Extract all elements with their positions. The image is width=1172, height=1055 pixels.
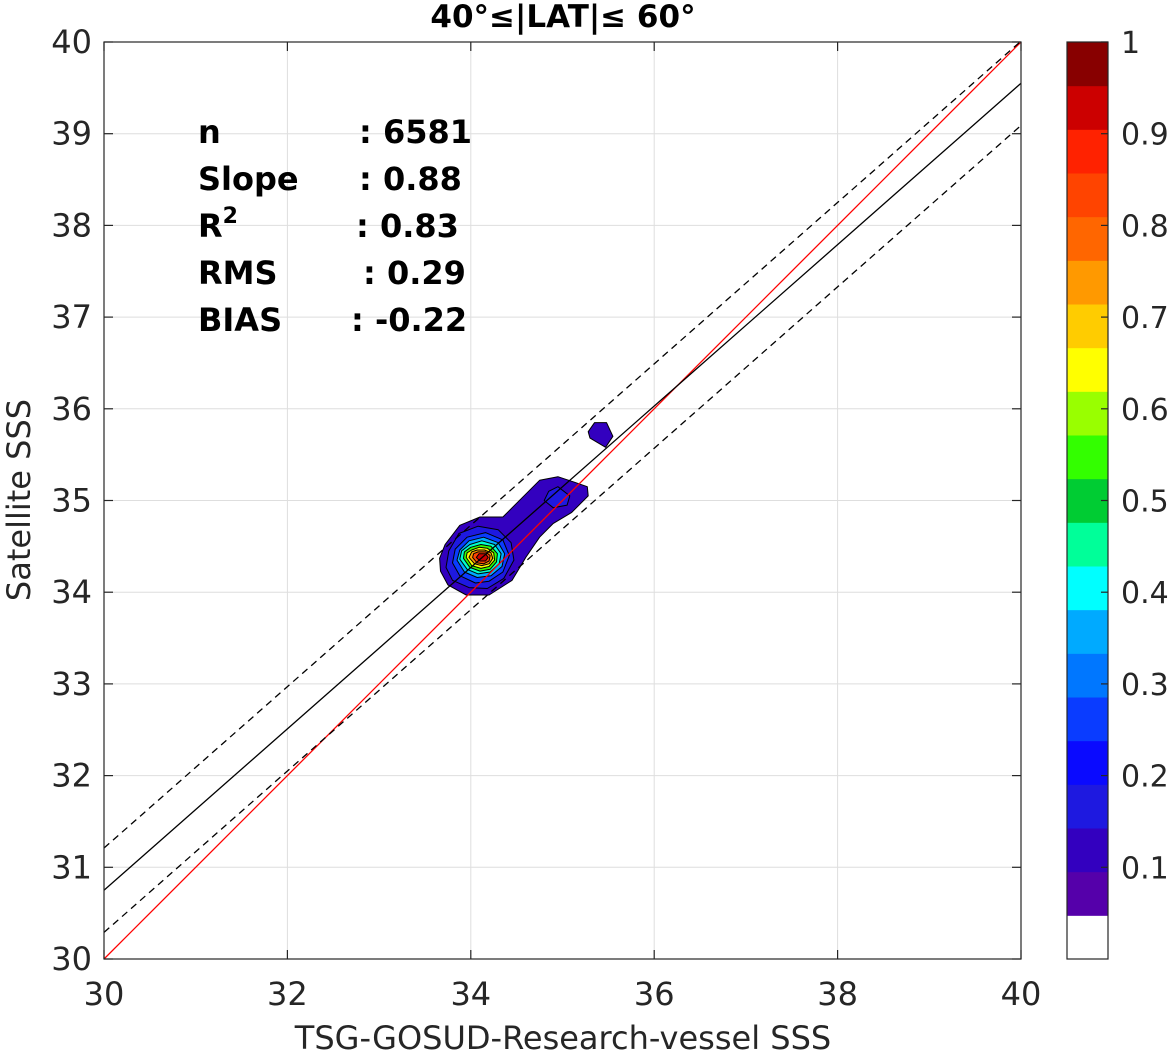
- colorbar-segment: [1067, 173, 1108, 218]
- colorbar-tick-label: 0.4: [1121, 576, 1169, 611]
- x-tick-label: 32: [267, 975, 308, 1013]
- colorbar-segment: [1067, 871, 1108, 916]
- y-tick-label: 36: [51, 390, 92, 428]
- colorbar-segment: [1067, 784, 1108, 829]
- x-tick-label: 40: [1001, 975, 1042, 1013]
- colorbar-tick-label: 0.6: [1121, 393, 1169, 428]
- stat-label: Slope: [198, 160, 299, 198]
- colorbar-segment: [1067, 216, 1108, 261]
- colorbar-tick-label: 0.1: [1121, 851, 1169, 886]
- statistics-box: n : 6581 Slope : 0.88 R2 : 0.83 RMS : 0.29 BIAS:…: [198, 113, 472, 339]
- colorbar-tick-label: 0.9: [1121, 118, 1169, 153]
- colorbar-segment: [1067, 42, 1108, 87]
- y-tick-label: 31: [51, 848, 92, 886]
- colorbar: 0.1 0.2 0.3 0.4 0.5 0.6 0.7 0.8 0.9 1: [1066, 26, 1169, 960]
- stat-value: : 0.88: [359, 160, 462, 198]
- chart-title: 40°≤|LAT|≤ 60°: [430, 0, 695, 35]
- colorbar-tick-label: 0.2: [1121, 760, 1169, 795]
- colorbar-tick-label: 0.3: [1121, 668, 1169, 703]
- y-tick-label: 32: [51, 757, 92, 795]
- x-tick-label: 38: [817, 975, 858, 1013]
- fit-lower-bound-line: [103, 124, 1022, 933]
- colorbar-segment: [1067, 828, 1108, 873]
- colorbar-segment: [1067, 391, 1108, 436]
- contour-region: [543, 486, 571, 509]
- colorbar-tick-label: 0.5: [1121, 485, 1169, 520]
- y-tick-label: 33: [51, 665, 92, 703]
- stat-label: R2: [198, 204, 238, 245]
- y-tick-label: 40: [51, 23, 92, 61]
- y-tick-label: 37: [51, 298, 92, 336]
- colorbar-segment: [1067, 522, 1108, 567]
- contour-region: [587, 422, 614, 448]
- regression-fit-line: [103, 82, 1022, 891]
- y-axis-label: Satellite SSS: [0, 399, 38, 601]
- y-tick-label: 30: [51, 940, 92, 978]
- colorbar-segment: [1067, 129, 1108, 174]
- colorbar-segment: [1067, 260, 1108, 305]
- colorbar-tick-label: 0.8: [1121, 209, 1169, 244]
- colorbar-segment: [1067, 609, 1108, 654]
- y-tick-label: 38: [51, 206, 92, 244]
- axis-ticks: 30 32 34 36 38 40 30 31 32 33 34 35 36 37 38 39 40: [51, 23, 1041, 1013]
- x-axis-label: TSG-GOSUD-Research-vessel SSS: [294, 1019, 831, 1055]
- stat-value: : 0.29: [363, 254, 466, 292]
- x-tick-label: 30: [84, 975, 125, 1013]
- stat-value: : 6581: [359, 113, 472, 151]
- y-tick-label: 35: [51, 482, 92, 520]
- y-tick-label: 34: [51, 573, 92, 611]
- colorbar-segment: [1067, 85, 1108, 130]
- colorbar-segment: [1067, 347, 1108, 392]
- colorbar-segment: [1067, 915, 1108, 960]
- stat-value: : 0.83: [356, 207, 459, 245]
- colorbar-segment: [1067, 566, 1108, 611]
- stat-value: : -0.22: [351, 301, 467, 339]
- density-contours: [439, 422, 614, 596]
- colorbar-segment: [1067, 304, 1108, 349]
- colorbar-segment: [1067, 740, 1108, 785]
- stat-label: RMS: [198, 254, 278, 292]
- stat-label: BIAS: [198, 301, 282, 339]
- colorbar-tick-label: 1: [1121, 26, 1140, 61]
- y-tick-label: 39: [51, 115, 92, 153]
- x-tick-label: 34: [450, 975, 491, 1013]
- colorbar-segment: [1067, 435, 1108, 480]
- colorbar-segment: [1067, 653, 1108, 698]
- stat-superscript: 2: [223, 204, 238, 229]
- colorbar-segment: [1067, 697, 1108, 742]
- x-tick-label: 36: [634, 975, 675, 1013]
- stat-label: n: [198, 113, 221, 151]
- one-to-one-line: [103, 41, 1022, 960]
- colorbar-tick-label: 0.7: [1121, 301, 1169, 336]
- reference-lines: [103, 40, 1022, 960]
